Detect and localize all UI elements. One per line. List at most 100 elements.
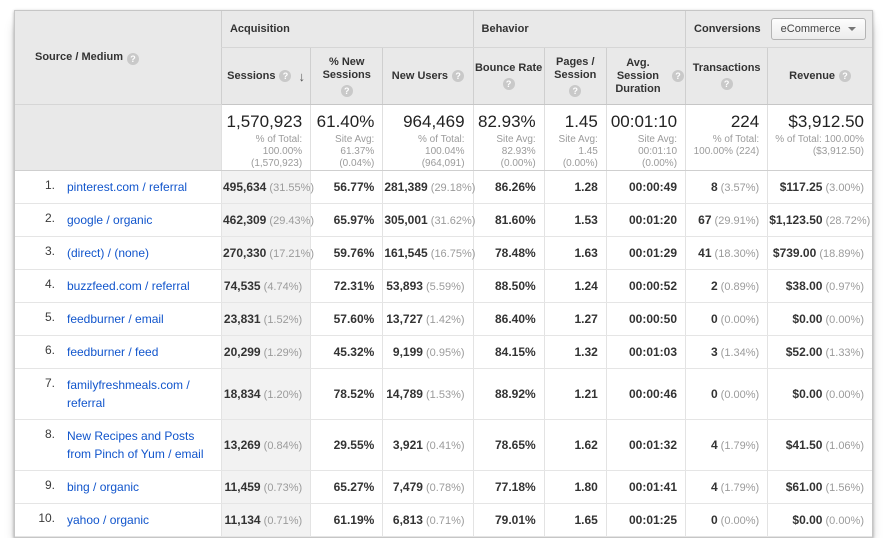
new-users-cell: 9,199 (0.95%) bbox=[382, 335, 474, 369]
source-medium-link[interactable]: feedburner / feed bbox=[67, 345, 159, 359]
metric-value: 00:00:46 bbox=[628, 387, 678, 401]
help-icon[interactable]: ? bbox=[279, 70, 292, 82]
metric-percent: (5.59%) bbox=[422, 281, 465, 293]
sessions-cell: 462,309 (29.43%) bbox=[220, 203, 314, 237]
avg-session-duration-cell: 00:00:52 bbox=[605, 269, 686, 303]
new-users-cell: 6,813 (0.71%) bbox=[382, 503, 474, 537]
metric-percent: (3.57%) bbox=[717, 182, 760, 194]
table-row: 5. feedburner / email 23,831 (1.52%) 57.60%… bbox=[15, 302, 872, 336]
column-header-new-users[interactable]: New Users? bbox=[382, 47, 474, 105]
metric-percent: (0.97%) bbox=[822, 281, 864, 293]
column-header-revenue[interactable]: Revenue? bbox=[767, 47, 872, 105]
help-icon[interactable]: ? bbox=[569, 84, 582, 97]
help-icon[interactable]: ? bbox=[340, 84, 353, 97]
metric-value: 281,389 bbox=[384, 180, 428, 194]
source-medium-link[interactable]: bing / organic bbox=[67, 480, 140, 494]
revenue-cell: $52.00 (1.33%) bbox=[767, 335, 872, 369]
new-sessions-cell: 56.77% bbox=[310, 170, 383, 204]
new-users-cell: 3,921 (0.41%) bbox=[382, 419, 474, 471]
metric-percent: (1.79%) bbox=[717, 482, 760, 494]
column-header-transactions[interactable]: Transactions? bbox=[685, 47, 768, 105]
row-rank: 7. bbox=[44, 376, 55, 390]
column-header-avg-session-duration[interactable]: Avg. Session Duration? bbox=[605, 47, 686, 105]
new-sessions-cell: 45.32% bbox=[310, 335, 383, 369]
help-icon[interactable]: ? bbox=[720, 78, 733, 90]
source-medium-link[interactable]: google / organic bbox=[67, 213, 153, 227]
metric-percent: (0.00%) bbox=[717, 389, 760, 401]
sort-descending-icon[interactable]: ↓ bbox=[298, 68, 305, 84]
metric-value: 161,545 bbox=[384, 246, 428, 260]
source-medium-link[interactable]: feedburner / email bbox=[67, 312, 164, 326]
revenue-cell: $61.00 (1.56%) bbox=[767, 470, 872, 504]
avg-session-duration-cell: 00:00:49 bbox=[605, 170, 686, 204]
total-new-sessions: 61.40% Site Avg: 61.37% (0.04%) bbox=[310, 104, 383, 171]
metric-value: 72.31% bbox=[333, 279, 375, 293]
bounce-rate-cell: 84.15% bbox=[472, 335, 545, 369]
table-row: 6. feedburner / feed 20,299 (1.29%) 45.32% 9… bbox=[15, 335, 872, 369]
totals-row: 1,570,923 % of Total: 100.00% (1,570,923… bbox=[15, 104, 872, 171]
new-users-cell: 53,893 (5.59%) bbox=[382, 269, 474, 303]
transactions-cell: 67 (29.91%) bbox=[685, 203, 768, 237]
metric-value: 79.01% bbox=[494, 513, 536, 527]
column-header-sessions[interactable]: Sessions? ↓ bbox=[220, 47, 311, 105]
metric-percent: (0.00%) bbox=[822, 515, 864, 527]
avg-session-duration-cell: 00:00:50 bbox=[605, 302, 686, 336]
bounce-rate-cell: 86.40% bbox=[472, 302, 545, 336]
source-medium-link[interactable]: (direct) / (none) bbox=[67, 246, 150, 260]
metric-value: $38.00 bbox=[785, 279, 823, 293]
group-header-acquisition: Acquisition bbox=[220, 11, 474, 48]
column-header-source-medium[interactable]: Source / Medium? bbox=[15, 11, 222, 105]
metric-value: 00:00:52 bbox=[628, 279, 678, 293]
metric-percent: (1.20%) bbox=[260, 389, 303, 401]
help-icon[interactable]: ? bbox=[452, 70, 465, 82]
metric-value: 7,479 bbox=[392, 480, 423, 494]
metric-percent: (0.71%) bbox=[422, 515, 465, 527]
sessions-cell: 18,834 (1.20%) bbox=[220, 368, 311, 420]
total-pages-session: 1.45 Site Avg: 1.45 (0.00%) bbox=[543, 104, 607, 171]
metric-value: 1.28 bbox=[574, 180, 598, 194]
metric-value: 8 bbox=[710, 180, 718, 194]
metric-value: 78.48% bbox=[494, 246, 536, 260]
source-medium-link[interactable]: familyfreshmeals.com / referral bbox=[67, 378, 190, 410]
metric-value: 495,634 bbox=[222, 180, 267, 194]
help-icon[interactable]: ? bbox=[502, 78, 515, 90]
revenue-cell: $0.00 (0.00%) bbox=[767, 302, 872, 336]
transactions-cell: 2 (0.89%) bbox=[685, 269, 768, 303]
metric-value: $52.00 bbox=[785, 345, 823, 359]
new-users-cell: 13,727 (1.42%) bbox=[382, 302, 474, 336]
pages-session-cell: 1.32 bbox=[543, 335, 607, 369]
bounce-rate-cell: 81.60% bbox=[472, 203, 545, 237]
help-icon[interactable]: ? bbox=[672, 70, 685, 82]
metric-value: 270,330 bbox=[222, 246, 267, 260]
group-header-conversions: Conversions eCommerce bbox=[685, 11, 872, 48]
metric-value: 74,535 bbox=[223, 279, 261, 293]
source-medium-link[interactable]: pinterest.com / referral bbox=[67, 180, 188, 194]
source-medium-link[interactable]: New Recipes and Posts from Pinch of Yum … bbox=[67, 429, 204, 461]
metric-value: 00:01:32 bbox=[628, 438, 678, 452]
sessions-cell: 74,535 (4.74%) bbox=[220, 269, 311, 303]
column-header-pages-session[interactable]: Pages / Session? bbox=[543, 47, 607, 105]
table-row: 1. pinterest.com / referral 495,634 (31.55… bbox=[15, 170, 872, 204]
pages-session-cell: 1.65 bbox=[543, 503, 607, 537]
column-header-new-sessions[interactable]: % New Sessions? bbox=[310, 47, 383, 105]
new-sessions-cell: 57.60% bbox=[310, 302, 383, 336]
source-medium-link[interactable]: buzzfeed.com / referral bbox=[67, 279, 190, 293]
metric-value: 00:00:49 bbox=[628, 180, 678, 194]
pages-session-cell: 1.80 bbox=[543, 470, 607, 504]
source-medium-link[interactable]: yahoo / organic bbox=[67, 513, 150, 527]
transactions-cell: 0 (0.00%) bbox=[685, 368, 768, 420]
metric-percent: (0.95%) bbox=[422, 347, 465, 359]
column-header-bounce-rate[interactable]: Bounce Rate? bbox=[472, 47, 545, 105]
source-medium-cell: 10. yahoo / organic bbox=[15, 503, 222, 537]
metric-percent: (0.41%) bbox=[422, 440, 465, 452]
help-icon[interactable]: ? bbox=[127, 52, 140, 65]
new-users-cell: 161,545 (16.75%) bbox=[382, 236, 475, 270]
ecommerce-dropdown[interactable]: eCommerce bbox=[770, 18, 866, 40]
metric-percent: (1.79%) bbox=[717, 440, 760, 452]
revenue-cell: $41.50 (1.06%) bbox=[767, 419, 872, 471]
help-icon[interactable]: ? bbox=[839, 70, 852, 82]
table-row: 2. google / organic 462,309 (29.43%) 65.97%… bbox=[15, 203, 872, 237]
chevron-down-icon bbox=[847, 27, 856, 31]
table-row: 7. familyfreshmeals.com / referral 18,834 … bbox=[15, 368, 872, 420]
pages-session-cell: 1.28 bbox=[543, 170, 607, 204]
